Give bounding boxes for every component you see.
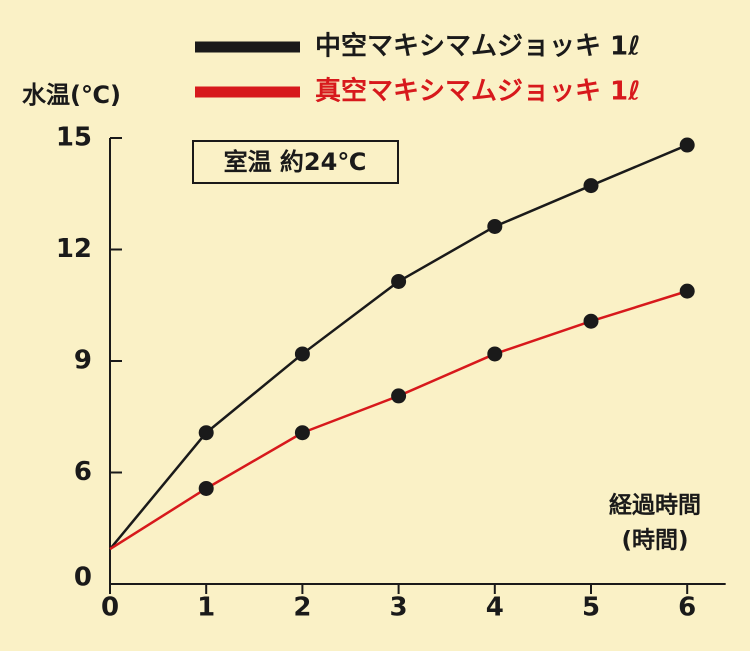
x-axis-label: 経過時間: [609, 492, 701, 519]
legend-label: 真空マキシマムジョッキ 1ℓ: [315, 76, 640, 107]
data-point: [294, 346, 310, 362]
data-point: [391, 273, 407, 289]
x-tick-label: 3: [390, 593, 408, 623]
data-point: [583, 313, 599, 329]
x-tick-label: 1: [197, 593, 215, 623]
y-axis-label: 水温(℃): [22, 81, 121, 109]
x-tick-label: 2: [293, 593, 311, 623]
y-tick-label: 6: [74, 457, 92, 487]
annotation: 室温 約24℃: [224, 148, 367, 176]
data-point: [679, 283, 695, 299]
data-point: [294, 425, 310, 441]
data-point: [198, 425, 214, 441]
data-point: [391, 388, 407, 404]
y-tick-label: 12: [56, 234, 92, 264]
x-tick-label: 6: [678, 593, 696, 623]
y-break-label: 0: [74, 563, 92, 593]
x-tick-label: 4: [486, 593, 504, 623]
x-tick-label: 0: [101, 593, 119, 623]
x-tick-label: 5: [582, 593, 600, 623]
data-point: [487, 218, 503, 234]
data-point: [198, 480, 214, 496]
y-tick-label: 15: [56, 123, 92, 153]
data-point: [583, 178, 599, 194]
y-tick-label: 9: [74, 346, 92, 376]
data-point: [679, 137, 695, 153]
annotation-box: [192, 140, 399, 184]
x-axis-unit: (時間): [621, 528, 688, 554]
legend-label: 中空マキシマムジョッキ 1ℓ: [315, 31, 640, 62]
data-point: [487, 346, 503, 362]
